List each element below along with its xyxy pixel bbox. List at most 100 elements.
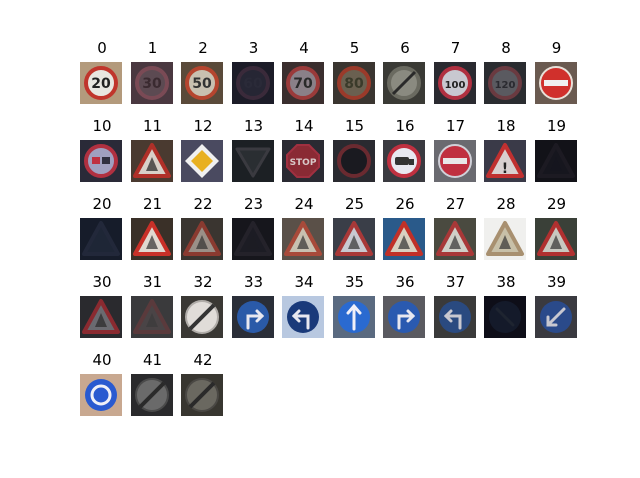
class-label: 25 (344, 195, 365, 213)
traffic-sign-image (433, 140, 476, 182)
class-label: 12 (193, 117, 213, 135)
traffic-sign-image (231, 296, 274, 338)
class-label: 18 (496, 117, 516, 135)
sign-thumbnail (80, 296, 122, 338)
traffic-sign-image (130, 296, 173, 338)
traffic-sign-image (534, 140, 577, 182)
sign-thumbnail (181, 296, 223, 338)
traffic-sign-image (383, 296, 425, 338)
sign-thumbnail: 100 (433, 62, 476, 104)
class-label: 26 (395, 195, 415, 213)
traffic-sign-image (433, 296, 476, 338)
class-label: 41 (142, 351, 163, 369)
class-label: 7 (450, 39, 461, 57)
traffic-sign-image: 20 (80, 62, 122, 104)
class-label: 40 (92, 351, 112, 369)
class-label: 36 (395, 273, 415, 291)
svg-text:100: 100 (444, 80, 465, 91)
sign-thumbnail: 30 (130, 62, 173, 104)
svg-text:30: 30 (142, 76, 162, 92)
sign-thumbnail (534, 140, 577, 182)
traffic-sign-image (534, 62, 577, 104)
class-label: 11 (142, 117, 163, 135)
class-label: 0 (97, 39, 107, 57)
class-label: 24 (294, 195, 314, 213)
sign-thumbnail (282, 296, 324, 338)
traffic-sign-image: 80 (332, 62, 375, 104)
svg-text:20: 20 (91, 76, 111, 92)
traffic-sign-image (130, 374, 173, 416)
sign-thumbnail: 50 (181, 62, 223, 104)
class-label: 42 (193, 351, 213, 369)
sign-thumbnail (181, 218, 223, 260)
class-label: 22 (193, 195, 213, 213)
traffic-sign-image (80, 374, 122, 416)
traffic-sign-image: 30 (130, 62, 173, 104)
class-label: 38 (496, 273, 516, 291)
class-label: 34 (294, 273, 314, 291)
svg-text:STOP: STOP (290, 158, 317, 168)
sign-thumbnail (383, 140, 425, 182)
traffic-sign-image (332, 218, 375, 260)
svg-text:60: 60 (243, 76, 263, 92)
sign-thumbnail (181, 140, 223, 182)
class-label: 16 (395, 117, 415, 135)
class-label: 2 (198, 39, 208, 57)
class-label: 10 (92, 117, 112, 135)
class-label: 6 (400, 39, 410, 57)
sign-thumbnail (332, 218, 375, 260)
sign-thumbnail (534, 218, 577, 260)
sign-thumbnail: STOP (282, 140, 324, 182)
traffic-sign-image (130, 218, 173, 260)
traffic-sign-image (80, 218, 122, 260)
class-label: 29 (546, 195, 567, 213)
class-label: 8 (501, 39, 511, 57)
sign-thumbnail (484, 296, 526, 338)
sign-thumbnail (80, 140, 122, 182)
traffic-sign-image (80, 296, 122, 338)
traffic-sign-image (484, 218, 526, 260)
traffic-sign-image (181, 296, 223, 338)
sign-thumbnail (484, 218, 526, 260)
class-label: 32 (193, 273, 213, 291)
traffic-sign-image: 60 (231, 62, 274, 104)
class-label: 31 (142, 273, 163, 291)
class-label: 3 (248, 39, 259, 57)
sign-thumbnail (332, 140, 375, 182)
class-label: 23 (243, 195, 264, 213)
sign-thumbnail (130, 296, 173, 338)
sign-thumbnail (383, 218, 425, 260)
class-label: 14 (294, 117, 314, 135)
traffic-sign-image (433, 218, 476, 260)
traffic-sign-image: STOP (282, 140, 324, 182)
traffic-sign-image (231, 140, 274, 182)
class-label: 1 (147, 39, 158, 57)
traffic-sign-image (181, 218, 223, 260)
sign-thumbnail: 20 (80, 62, 122, 104)
sign-thumbnail (130, 140, 173, 182)
sign-thumbnail (332, 296, 375, 338)
sign-thumbnail: 80 (332, 62, 375, 104)
traffic-sign-image (534, 218, 577, 260)
svg-text:120: 120 (495, 80, 516, 91)
sign-thumbnail (282, 218, 324, 260)
traffic-sign-image (282, 218, 324, 260)
class-label: 20 (92, 195, 112, 213)
traffic-sign-image (231, 218, 274, 260)
traffic-sign-image: 120 (484, 62, 526, 104)
svg-text:80: 80 (344, 76, 364, 92)
sign-thumbnail (80, 374, 122, 416)
sign-thumbnail: 70 (282, 62, 324, 104)
sign-thumbnail (433, 140, 476, 182)
traffic-sign-image: 100 (433, 62, 476, 104)
traffic-sign-image (181, 140, 223, 182)
class-label: 28 (496, 195, 516, 213)
traffic-sign-image (181, 374, 223, 416)
traffic-sign-image (130, 140, 173, 182)
sign-thumbnail (231, 296, 274, 338)
class-label: 30 (92, 273, 112, 291)
class-label: 19 (546, 117, 567, 135)
sign-thumbnail (433, 218, 476, 260)
svg-text:50: 50 (192, 76, 212, 92)
